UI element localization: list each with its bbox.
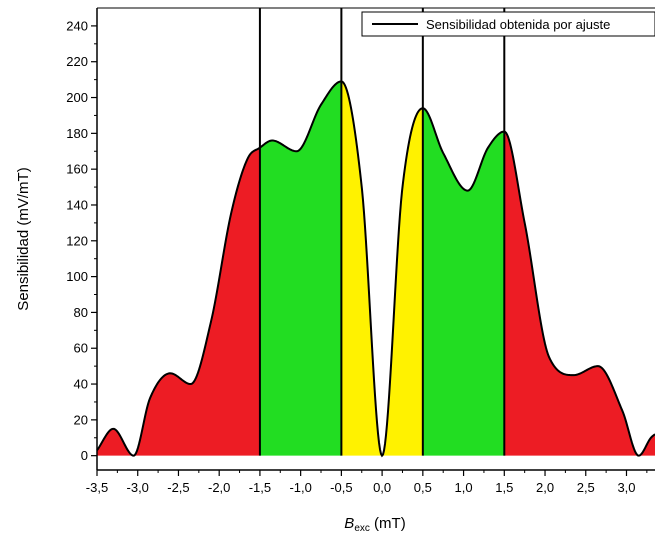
y-tick-label: 40 bbox=[74, 377, 88, 392]
y-tick-label: 180 bbox=[66, 126, 88, 141]
region-fill-2 bbox=[341, 81, 423, 456]
x-ticks: -3,5 -3,0 -2,5 -2,0 -1,5 -1,0 -0,5 0,0 0,5 1,0 1,5… bbox=[86, 470, 648, 495]
region-fill-0 bbox=[97, 147, 260, 456]
y-tick-label: 160 bbox=[66, 162, 88, 177]
region-layer bbox=[97, 81, 655, 456]
x-tick-label: 1,5 bbox=[495, 480, 513, 495]
vertical-line-layer bbox=[258, 8, 506, 456]
x-tick-label: -2,5 bbox=[167, 480, 189, 495]
plot-frame bbox=[96, 7, 655, 471]
x-axis-title-sub: exc bbox=[354, 523, 370, 534]
y-tick-label: 100 bbox=[66, 269, 88, 284]
x-tick-label: 2,5 bbox=[577, 480, 595, 495]
x-axis-title-unit: (mT) bbox=[370, 515, 406, 532]
legend: Sensibilidad obtenida por ajuste bbox=[361, 11, 655, 37]
y-tick-label: 0 bbox=[81, 448, 88, 463]
x-tick-label: 2,0 bbox=[536, 480, 554, 495]
region-fill-1 bbox=[259, 81, 342, 456]
y-axis-title: Sensibilidad (mV/mT) bbox=[15, 167, 32, 310]
y-tick-label: 20 bbox=[74, 412, 88, 427]
y-tick-label: 120 bbox=[66, 233, 88, 248]
x-tick-label: -2,0 bbox=[208, 480, 230, 495]
y-tick-label: 80 bbox=[74, 305, 88, 320]
y-ticks: 0 20 40 60 80 100 120 140 160 180 200 220 240 bbox=[66, 18, 97, 463]
x-tick-label: 3,0 bbox=[617, 480, 635, 495]
y-tick-label: 60 bbox=[74, 341, 88, 356]
x-tick-label: -0,5 bbox=[330, 480, 352, 495]
x-tick-label: 0,5 bbox=[414, 480, 432, 495]
x-axis-title-main: B bbox=[344, 515, 354, 532]
series-line-sensitivity bbox=[96, 80, 655, 458]
region-fill-4 bbox=[504, 131, 655, 456]
legend-label: Sensibilidad obtenida por ajuste bbox=[426, 17, 610, 32]
x-tick-label: 0,0 bbox=[373, 480, 391, 495]
x-tick-label: -1,5 bbox=[249, 480, 271, 495]
x-axis-title: Bexc (mT) bbox=[344, 515, 405, 534]
y-tick-label: 240 bbox=[66, 18, 88, 33]
x-tick-label: 1,0 bbox=[455, 480, 473, 495]
y-tick-label: 140 bbox=[66, 197, 88, 212]
region-fill-3 bbox=[422, 108, 505, 456]
y-tick-label: 220 bbox=[66, 54, 88, 69]
x-tick-label: -3,5 bbox=[86, 480, 108, 495]
x-tick-label: -3,0 bbox=[127, 480, 149, 495]
y-tick-label: 200 bbox=[66, 90, 88, 105]
x-tick-label: -1,0 bbox=[289, 480, 311, 495]
